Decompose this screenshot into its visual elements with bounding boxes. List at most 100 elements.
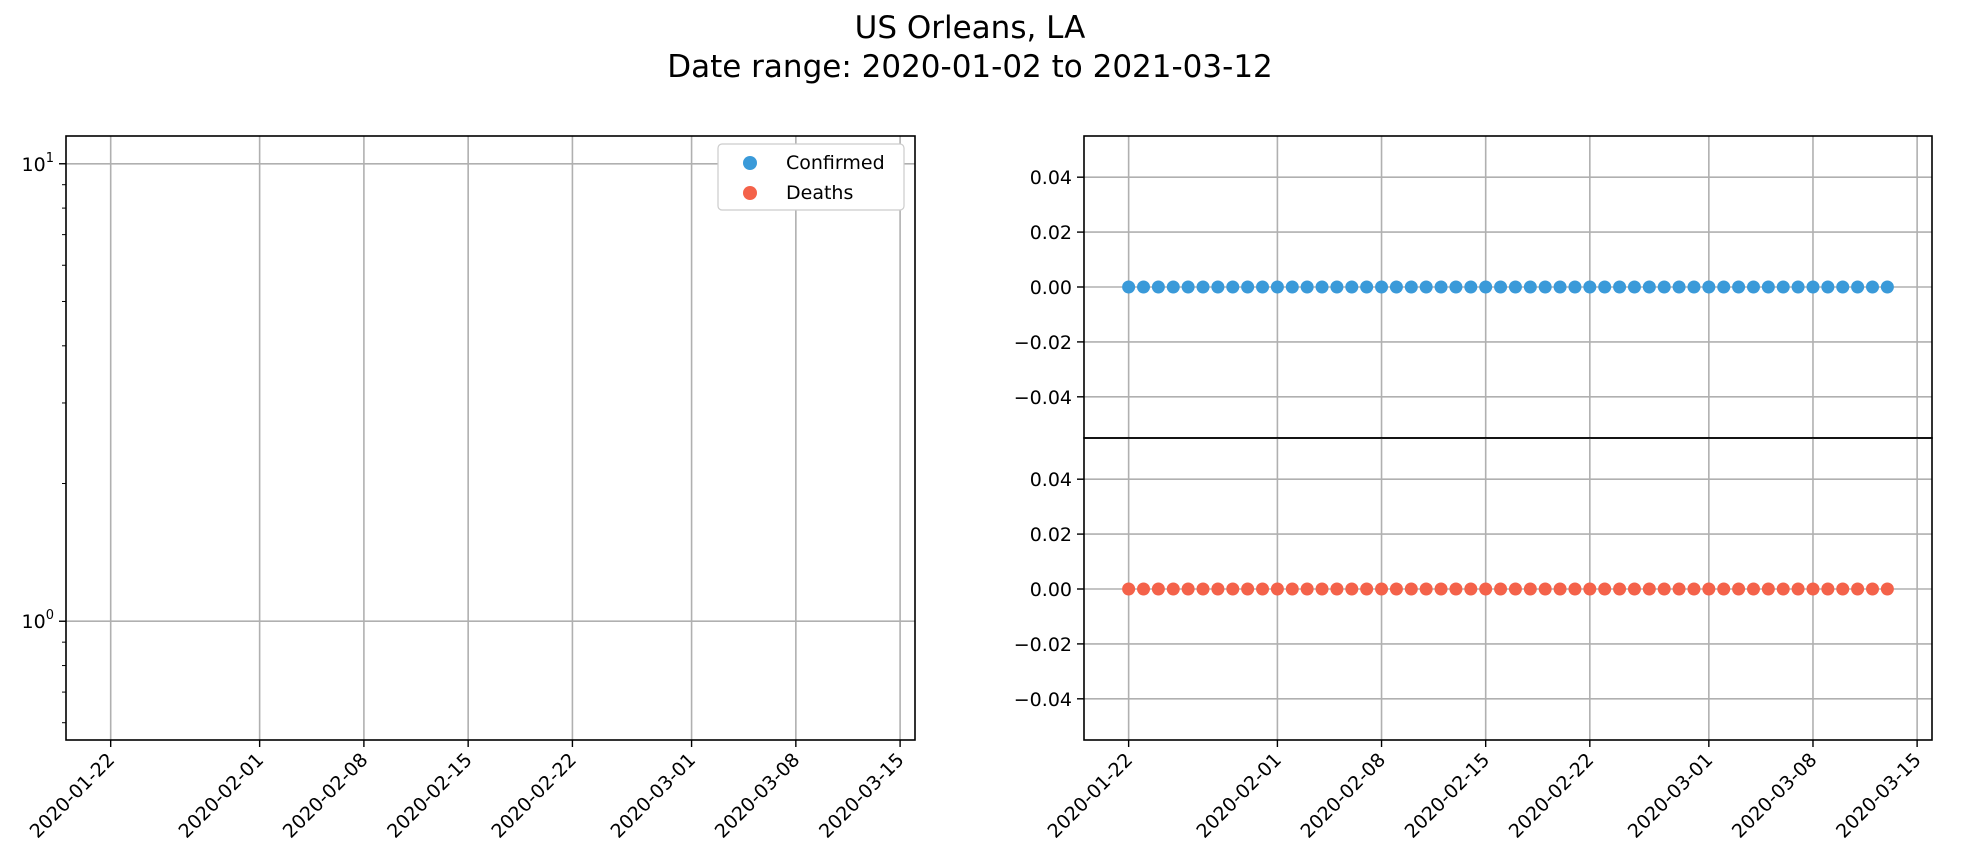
- right-top-data-point: [1315, 280, 1329, 294]
- right-top-data-point: [1702, 280, 1716, 294]
- left-x-tick-label: 2020-02-01: [175, 749, 269, 843]
- right-bottom-data-point: [1389, 582, 1403, 596]
- right-bottom-data-point: [1330, 582, 1344, 596]
- right-top-data-point: [1851, 280, 1865, 294]
- right-top-data-point: [1360, 280, 1374, 294]
- right-bottom-data-point: [1717, 582, 1731, 596]
- right-bottom-data-point: [1746, 582, 1760, 596]
- right-top-data-point: [1330, 280, 1344, 294]
- right-top-chart: 0.04 0.02 0.00 −0.02 −0.04: [1014, 135, 1933, 439]
- right-top-data-point: [1211, 280, 1225, 294]
- right-bottom-data-point: [1211, 582, 1225, 596]
- right-bottom-data-point: [1196, 582, 1210, 596]
- right-top-data-point: [1642, 280, 1656, 294]
- right-top-data-point: [1523, 280, 1537, 294]
- left-x-tick-label: 2020-02-08: [279, 749, 373, 843]
- right-bottom-data-point: [1375, 582, 1389, 596]
- left-y-tick-exponent: 1: [46, 151, 54, 166]
- legend-marker: [743, 156, 757, 170]
- right-bottom-data-point: [1122, 582, 1136, 596]
- right-bottom-x-tick-label: 2020-02-22: [1505, 749, 1599, 843]
- right-top-data-point: [1419, 280, 1433, 294]
- right-top-data-point: [1479, 280, 1493, 294]
- right-bottom-data-point: [1285, 582, 1299, 596]
- right-bottom-y-tick-label: 0.00: [1030, 579, 1072, 601]
- left-y-tick-base: 10: [22, 154, 46, 176]
- right-bottom-data-point: [1434, 582, 1448, 596]
- right-top-data-point: [1375, 280, 1389, 294]
- right-bottom-x-tick-label: 2020-02-01: [1192, 749, 1286, 843]
- right-bottom-data-point: [1732, 582, 1746, 596]
- right-top-data-point: [1761, 280, 1775, 294]
- right-bottom-data-point: [1315, 582, 1329, 596]
- right-top-data-point: [1836, 280, 1850, 294]
- right-bottom-x-tick-label: 2020-03-08: [1728, 749, 1822, 843]
- left-axes-frame: [65, 135, 916, 741]
- right-top-data-point: [1404, 280, 1418, 294]
- right-bottom-data-point: [1300, 582, 1314, 596]
- right-top-data-point: [1449, 280, 1463, 294]
- right-top-data-point: [1285, 280, 1299, 294]
- right-top-data-point: [1657, 280, 1671, 294]
- right-top-data-point: [1865, 280, 1879, 294]
- right-top-y-tick-label: 0.00: [1030, 277, 1072, 299]
- right-bottom-data-point: [1568, 582, 1582, 596]
- right-bottom-data-point: [1598, 582, 1612, 596]
- right-bottom-data-point: [1508, 582, 1522, 596]
- right-top-data-point: [1806, 280, 1820, 294]
- right-bottom-data-point: [1642, 582, 1656, 596]
- legend-label: Deaths: [786, 182, 853, 204]
- right-top-data-point: [1434, 280, 1448, 294]
- right-bottom-chart: 2020-01-22 2020-02-01 2020-02-08 2020-02-15…: [1014, 437, 1933, 843]
- right-bottom-x-tick-label: 2020-03-15: [1832, 749, 1926, 843]
- right-bottom-data-point: [1776, 582, 1790, 596]
- right-top-data-point: [1672, 280, 1686, 294]
- right-top-data-point: [1508, 280, 1522, 294]
- right-top-data-point: [1181, 280, 1195, 294]
- right-bottom-data-point: [1791, 582, 1805, 596]
- right-bottom-data-point: [1880, 582, 1894, 596]
- right-top-data-point: [1494, 280, 1508, 294]
- left-y-tick-label: 101: [22, 151, 54, 176]
- right-top-data-point: [1345, 280, 1359, 294]
- right-bottom-data-point: [1687, 582, 1701, 596]
- right-top-data-point: [1256, 280, 1270, 294]
- right-bottom-data-point: [1806, 582, 1820, 596]
- right-bottom-data-point: [1627, 582, 1641, 596]
- right-bottom-data-point: [1821, 582, 1835, 596]
- right-top-y-tick-label: 0.04: [1030, 167, 1072, 189]
- right-bottom-data-point: [1479, 582, 1493, 596]
- left-x-tick-label: 2020-01-22: [26, 749, 120, 843]
- right-bottom-x-tick-label: 2020-01-22: [1044, 749, 1138, 843]
- right-top-data-point: [1241, 280, 1255, 294]
- right-bottom-data-point: [1181, 582, 1195, 596]
- right-bottom-data-point: [1494, 582, 1508, 596]
- right-bottom-data-point: [1538, 582, 1552, 596]
- right-top-data-point: [1583, 280, 1597, 294]
- right-top-data-point: [1613, 280, 1627, 294]
- figure-subtitle: Date range: 2020-01-02 to 2021-03-12: [667, 49, 1273, 85]
- legend-label: Confirmed: [786, 152, 885, 174]
- right-top-data-point: [1196, 280, 1210, 294]
- left-x-tick-label: 2020-02-22: [487, 749, 581, 843]
- right-bottom-data-point: [1256, 582, 1270, 596]
- right-bottom-x-tick-label: 2020-02-15: [1401, 749, 1495, 843]
- right-top-data-point: [1226, 280, 1240, 294]
- right-bottom-data-point: [1657, 582, 1671, 596]
- right-bottom-x-tick-label: 2020-03-01: [1624, 749, 1718, 843]
- right-bottom-data-point: [1523, 582, 1537, 596]
- right-bottom-x-tick-label: 2020-02-08: [1296, 749, 1390, 843]
- right-top-data-point: [1538, 280, 1552, 294]
- right-bottom-data-point: [1865, 582, 1879, 596]
- right-top-data-point: [1776, 280, 1790, 294]
- right-bottom-data-point: [1166, 582, 1180, 596]
- right-bottom-data-point: [1151, 582, 1165, 596]
- right-top-data-point: [1568, 280, 1582, 294]
- right-bottom-data-point: [1553, 582, 1567, 596]
- right-top-data-point: [1821, 280, 1835, 294]
- right-top-data-point: [1122, 280, 1136, 294]
- left-x-tick-label: 2020-03-15: [815, 749, 909, 843]
- right-bottom-y-tick-label: −0.04: [1014, 689, 1072, 711]
- right-top-data-point: [1717, 280, 1731, 294]
